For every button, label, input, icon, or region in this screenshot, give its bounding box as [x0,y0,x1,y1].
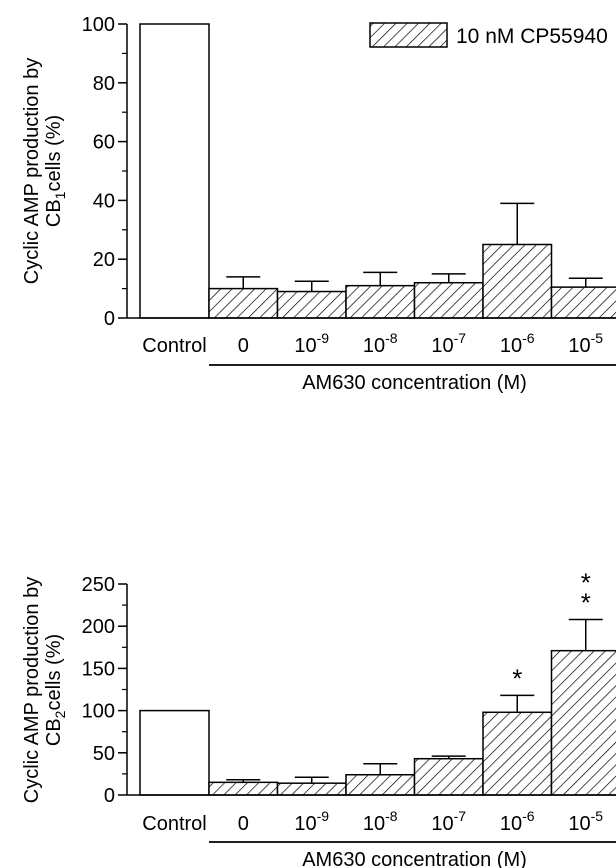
bar-1 [276,782,347,796]
x-tick-label-exponent: -8 [385,330,398,346]
y-axis-label-prefix: CB [43,718,65,746]
y-tick-label: 200 [82,616,115,638]
y-tick-label: 50 [93,743,115,765]
x-tick-label-base: 10 [294,335,316,357]
significance-mark-5: * [581,587,591,617]
y-tick-label: 40 [93,190,115,212]
x-tick-label-base: 10 [568,335,590,357]
x-tick-label-4: 10-6 [500,330,535,357]
y-axis-label-line2: CB1cells (%) [43,115,68,227]
x-tick-label-exponent: -9 [317,330,330,346]
x-tick-label-exponent: -5 [591,808,604,824]
x-tick-label-2: 10-8 [363,808,398,835]
y-tick-label: 0 [104,308,115,330]
y-tick-label: 60 [93,132,115,154]
bar-5 [550,649,616,796]
x-tick-label-1: 10-9 [294,330,329,357]
y-axis-label-subscript: 1 [52,191,68,199]
x-tick-label-4: 10-6 [500,808,535,835]
bar-2 [345,773,416,796]
y-axis-label-suffix: cells (%) [43,115,65,192]
bar-4 [482,243,553,319]
x-tick-label-exponent: -7 [454,330,467,346]
significance-mark-5: * [581,567,591,597]
y-axis-label-suffix: cells (%) [43,634,65,711]
x-tick-label-base: 0 [238,813,249,835]
y-tick-label: 20 [93,249,115,271]
legend-swatch [369,22,448,48]
bar-4 [482,711,553,796]
x-tick-label-base: 10 [500,335,522,357]
significance-mark-4: * [512,663,522,693]
x-axis-label: AM630 concentration (M) [302,372,527,394]
x-tick-label-5: 10-5 [568,330,603,357]
y-axis-label-subscript: 2 [52,710,68,718]
control-label: Control [142,813,206,835]
y-tick-label: 100 [82,14,115,36]
y-tick-label: 100 [82,701,115,723]
x-tick-label-base: 10 [363,813,385,835]
bar-5 [550,286,616,319]
x-tick-label-exponent: -6 [522,330,535,346]
x-tick-label-3: 10-7 [431,330,466,357]
control-label: Control [142,335,206,357]
x-tick-label-base: 0 [238,335,249,357]
x-axis-label: AM630 concentration (M) [302,849,527,868]
x-tick-label-base: 10 [500,813,522,835]
x-tick-label-2: 10-8 [363,330,398,357]
x-tick-label-3: 10-7 [431,808,466,835]
y-axis-label-prefix: CB [43,199,65,227]
x-tick-label-base: 10 [568,813,590,835]
y-axis-label-line1: Cyclic AMP production by [21,58,43,284]
x-tick-label-base: 10 [431,335,453,357]
x-tick-label-0: 0 [238,335,249,357]
x-tick-label-base: 10 [294,813,316,835]
x-tick-label-1: 10-9 [294,808,329,835]
bar-0 [208,781,279,796]
y-tick-label: 150 [82,658,115,680]
control-bar [139,709,210,796]
y-axis-label-line2: CB2cells (%) [43,634,68,746]
legend-label: 10 nM CP55940 [456,25,608,48]
x-tick-label-exponent: -6 [522,808,535,824]
bar-0 [208,287,279,319]
x-tick-label-base: 10 [363,335,385,357]
control-bar [139,23,210,319]
x-tick-label-base: 10 [431,813,453,835]
bar-3 [413,281,484,319]
x-tick-label-exponent: -8 [385,808,398,824]
x-tick-label-0: 0 [238,813,249,835]
x-tick-label-exponent: -5 [591,330,604,346]
legend: 10 nM CP55940 [369,22,608,48]
bar-3 [413,757,484,796]
x-tick-label-5: 10-5 [568,808,603,835]
x-tick-label-exponent: -9 [317,808,330,824]
bar-1 [276,290,347,319]
bar-2 [345,284,416,319]
y-tick-label: 250 [82,574,115,596]
y-tick-label: 0 [104,785,115,807]
x-tick-label-exponent: -7 [454,808,467,824]
y-axis-label-line1: Cyclic AMP production by [21,577,43,803]
y-tick-label: 80 [93,73,115,95]
